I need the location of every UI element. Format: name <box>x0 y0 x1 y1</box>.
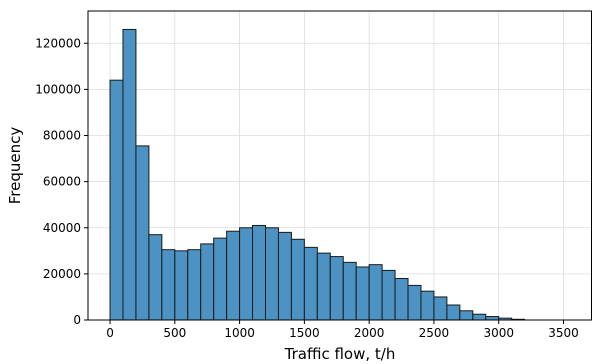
x-tick-label: 1000 <box>224 326 255 340</box>
histogram-bar <box>277 231 292 321</box>
histogram-bar <box>200 243 215 321</box>
histogram-bar <box>161 249 176 321</box>
y-tick-label: 100000 <box>35 82 81 96</box>
x-tick-label: 0 <box>106 326 114 340</box>
x-tick-label: 2500 <box>419 326 450 340</box>
y-tick-label: 20000 <box>43 267 81 281</box>
histogram-bar <box>135 145 150 321</box>
y-tick-label: 120000 <box>35 36 81 50</box>
y-tick-label: 80000 <box>43 129 81 143</box>
histogram-bar <box>213 237 228 321</box>
y-tick-label: 0 <box>73 313 81 327</box>
histogram-bar <box>187 249 202 321</box>
histogram-bar <box>368 264 383 321</box>
y-axis-label: Frequency <box>6 127 24 205</box>
histogram-bar <box>485 316 500 321</box>
histogram-bar <box>148 234 163 321</box>
histogram-bar <box>252 224 267 321</box>
histogram-bar <box>342 261 357 321</box>
histogram-bar <box>329 256 344 321</box>
histogram-bar <box>446 304 461 321</box>
histogram-bar <box>174 250 189 321</box>
grid-lines <box>88 11 592 321</box>
histogram-bar <box>316 252 331 321</box>
histogram-bar <box>433 296 448 321</box>
histogram-bar <box>290 238 305 321</box>
histogram-bar <box>239 227 254 321</box>
x-tick-label: 2000 <box>354 326 385 340</box>
histogram-bar <box>420 290 435 321</box>
x-tick-label: 1500 <box>289 326 320 340</box>
y-tick-label: 40000 <box>43 221 81 235</box>
histogram-bar <box>459 310 474 321</box>
y-axis-ticks: 0 20000 40000 60000 80000 100000 120000 <box>35 36 88 327</box>
histogram-bar <box>226 230 241 321</box>
histogram-bar <box>472 313 487 321</box>
histogram-bars <box>109 28 526 321</box>
x-tick-label: 3000 <box>483 326 514 340</box>
x-axis-label: Traffic flow, t/h <box>284 345 396 363</box>
x-tick-label: 3500 <box>548 326 579 340</box>
y-tick-label: 60000 <box>43 175 81 189</box>
x-axis-ticks: 0 500 1000 1500 2000 2500 3000 3500 <box>106 320 579 340</box>
histogram-bar <box>407 284 422 321</box>
x-tick-label: 500 <box>163 326 186 340</box>
histogram-bar <box>109 79 124 321</box>
histogram-bar <box>355 266 370 321</box>
histogram-bar <box>265 227 279 321</box>
histogram-bar <box>394 277 409 321</box>
histogram-bar <box>381 269 396 321</box>
histogram-bar <box>122 28 137 321</box>
histogram-bar <box>303 246 318 321</box>
